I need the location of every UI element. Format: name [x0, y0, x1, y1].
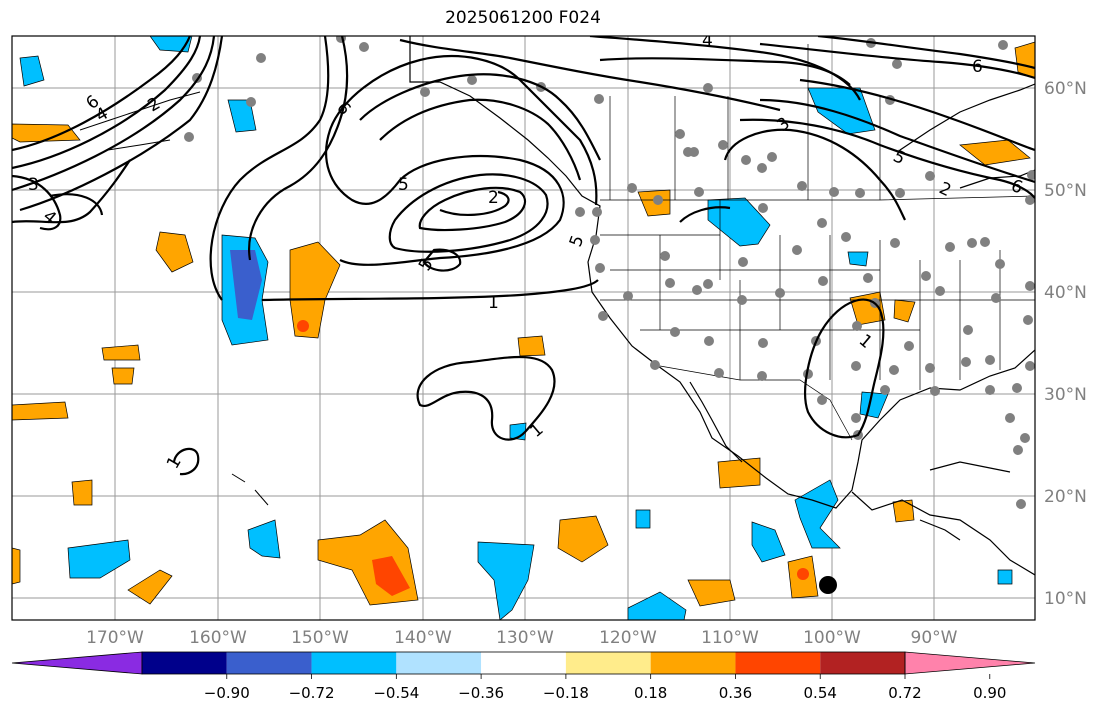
colorbar-segment — [142, 652, 227, 674]
positive-anomaly — [155, 231, 194, 273]
colorbar-segment — [481, 652, 566, 674]
lon-label: 170°W — [86, 628, 144, 648]
negative-anomaly — [247, 519, 281, 559]
negative-anomaly — [997, 569, 1013, 585]
contour-label: 6 — [972, 57, 983, 77]
positive-anomaly — [12, 123, 81, 143]
colorbar-tick-label: −0.18 — [543, 684, 589, 702]
anomaly-shading — [12, 36, 1035, 620]
colorbar-segment — [396, 652, 482, 674]
lon-label: 120°W — [599, 628, 657, 648]
positive-anomaly — [892, 499, 915, 523]
lon-label: 150°W — [291, 628, 349, 648]
negative-anomaly — [794, 479, 841, 549]
lat-label: 40°N — [1044, 283, 1087, 303]
colorbar-tick-label: 0.72 — [888, 684, 921, 702]
negative-anomaly — [627, 591, 687, 620]
colorbar-tick-label: −0.90 — [204, 684, 250, 702]
colorbar-tick-label: −0.36 — [458, 684, 504, 702]
positive-anomaly — [71, 479, 93, 506]
contour-label: 1 — [488, 293, 499, 313]
lat-label: 60°N — [1044, 79, 1087, 99]
latitude-labels: 60°N 50°N 40°N 30°N 20°N 10°N — [1044, 79, 1087, 609]
colorbar-tick-label: 0.18 — [634, 684, 667, 702]
lat-label: 30°N — [1044, 385, 1087, 405]
strong-positive-anomaly — [372, 556, 410, 596]
positive-anomaly — [289, 241, 341, 339]
lon-label: 110°W — [701, 628, 759, 648]
negative-anomaly — [847, 251, 869, 267]
colorbar-tick-label: −0.72 — [289, 684, 335, 702]
positive-anomaly — [517, 335, 546, 357]
colorbar-tick-label: −0.54 — [373, 684, 419, 702]
colorbar-segment — [565, 652, 651, 674]
colorbar-segment — [650, 652, 736, 674]
lon-label: 160°W — [189, 628, 247, 648]
station-markers — [184, 36, 1035, 509]
positive-anomaly — [687, 579, 736, 607]
graticule — [12, 36, 1035, 620]
strong-positive-anomaly — [797, 568, 809, 580]
negative-anomaly — [227, 99, 257, 133]
lon-label: 90°W — [911, 628, 958, 648]
positive-anomaly — [127, 569, 173, 605]
negative-anomaly — [19, 55, 45, 87]
negative-anomaly — [635, 509, 651, 529]
lat-label: 50°N — [1044, 181, 1087, 201]
colorbar-tick-label: 0.54 — [804, 684, 837, 702]
contour-label: 4 — [702, 31, 713, 51]
colorbar-outline — [141, 651, 906, 675]
colorbar: −0.90 −0.72 −0.54 −0.36 −0.18 0.18 0.36 0.54 0.7… — [11, 651, 1036, 702]
positive-anomaly — [893, 299, 916, 323]
contour-lines — [12, 36, 1035, 476]
negative-anomaly — [751, 521, 786, 563]
contour-label: 2 — [488, 188, 499, 208]
colorbar-extend-max — [904, 651, 1036, 675]
colorbar-segment — [820, 652, 905, 674]
colorbar-tick-label: 0.36 — [719, 684, 752, 702]
strong-positive-anomaly — [297, 320, 309, 332]
storm-center-marker — [819, 576, 837, 594]
lon-label: 140°W — [394, 628, 452, 648]
positive-anomaly — [717, 457, 761, 489]
lat-label: 20°N — [1044, 487, 1087, 507]
colorbar-segment — [311, 652, 397, 674]
positive-anomaly — [12, 547, 21, 585]
positive-anomaly — [111, 367, 135, 385]
lon-label: 100°W — [803, 628, 861, 648]
lat-label: 10°N — [1044, 589, 1087, 609]
positive-anomaly — [557, 515, 609, 563]
map-frame — [11, 35, 1036, 621]
positive-anomaly — [959, 139, 1031, 166]
map-area — [12, 36, 1035, 620]
negative-anomaly — [477, 541, 535, 620]
colorbar-segment — [735, 652, 821, 674]
colorbar-extend-min — [11, 651, 143, 675]
colorbar-tick-label: 0.90 — [973, 684, 1006, 702]
longitude-labels: 170°W 160°W 150°W 140°W 130°W 120°W 110°… — [86, 628, 958, 648]
lon-label: 130°W — [496, 628, 554, 648]
negative-anomaly — [67, 539, 131, 579]
contour-label: 5 — [398, 175, 409, 195]
contour-label: 3 — [28, 175, 39, 195]
strong-negative-anomaly — [230, 250, 262, 320]
negative-anomaly — [149, 36, 193, 53]
positive-anomaly — [101, 344, 141, 361]
colorbar-segment — [226, 652, 312, 674]
coastlines — [409, 36, 1035, 576]
negative-anomaly — [707, 197, 771, 247]
positive-anomaly — [12, 401, 69, 421]
plot-title: 2025061200 F024 — [445, 8, 601, 28]
